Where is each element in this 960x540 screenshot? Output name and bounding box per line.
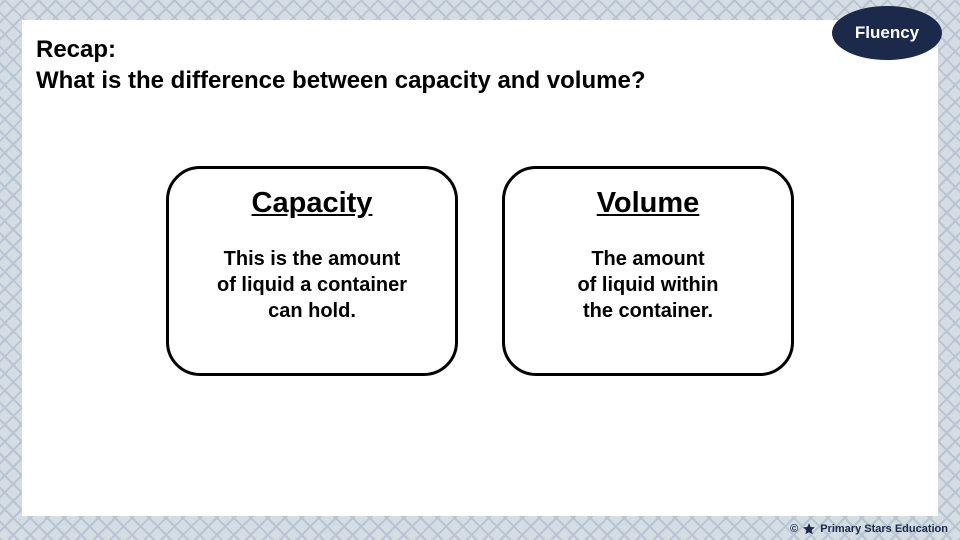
card-volume: Volume The amountof liquid withinthe con… bbox=[502, 166, 794, 376]
footer-text: Primary Stars Education bbox=[820, 523, 948, 535]
card-body: The amountof liquid withinthe container. bbox=[563, 246, 732, 324]
card-body: This is the amountof liquid a containerc… bbox=[203, 246, 421, 324]
heading-line1: Recap: bbox=[36, 34, 645, 65]
heading-line2: What is the difference between capacity … bbox=[36, 65, 645, 96]
card-title: Capacity bbox=[252, 187, 373, 220]
slide: Fluency Recap: What is the difference be… bbox=[0, 0, 960, 540]
star-icon bbox=[802, 522, 816, 536]
card-capacity: Capacity This is the amountof liquid a c… bbox=[166, 166, 458, 376]
badge-label: Fluency bbox=[855, 23, 919, 43]
card-title: Volume bbox=[597, 187, 700, 220]
footer-credit: © Primary Stars Education bbox=[790, 522, 948, 536]
category-badge: Fluency bbox=[832, 6, 942, 60]
heading: Recap: What is the difference between ca… bbox=[36, 34, 645, 96]
card-row: Capacity This is the amountof liquid a c… bbox=[0, 166, 960, 376]
copyright-symbol: © bbox=[790, 523, 798, 535]
